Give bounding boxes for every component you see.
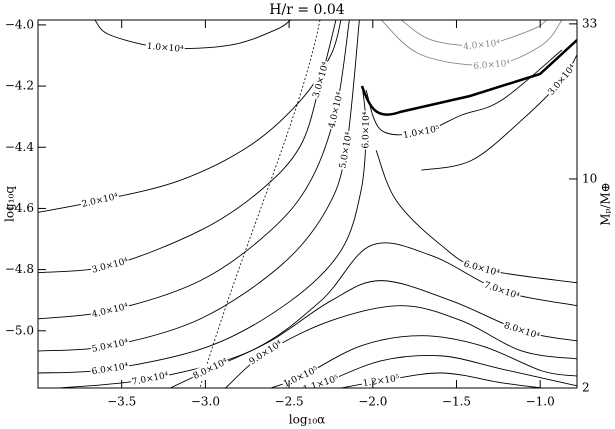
contour-label-group: 1.2×10⁵ [361,372,402,389]
x-tick-label: −1.5 [442,395,471,409]
contour-label-bg [89,336,131,356]
contour-label-bg [129,369,171,388]
contour-label-bg [300,372,342,388]
contour-label-bg [336,130,356,171]
contour-label-group: 1.0×10⁴ [145,40,186,56]
contour-label-bg [461,257,502,280]
y-tick-label: −4.2 [5,79,34,93]
y2-tick-label: 33 [582,16,597,30]
contour-label-group: 6.0×10⁴ [471,57,512,73]
contour-label-bg [401,122,442,142]
contour-label-bg [461,37,502,54]
x-tick-label: −2.5 [275,395,304,409]
contour-line [365,49,563,136]
contour-label-bg [481,278,523,303]
x-tick-label: −3.0 [191,395,220,409]
y2-axis-label: Mₚ/M⊕ [599,182,613,225]
contour-label-bg [544,61,577,99]
contour-label-bg [325,89,347,131]
contour-label-bg [79,190,121,211]
contour-label-bg [190,355,231,383]
contour-label: 6.0×10⁴ [361,111,372,148]
x-tick-label: −3.5 [107,395,136,409]
contour-label-bg [359,110,373,150]
contour-label-bg [89,254,131,277]
contour-label-bg [246,337,286,369]
x-tick-label: −1.0 [526,395,555,409]
y-tick-label: −4.0 [5,17,34,31]
contour-line [375,150,577,284]
chart-title: H/r = 0.04 [269,2,345,18]
dotted-curve [199,20,321,388]
contour-line [94,20,292,49]
contour-label: 4.0×10⁴ [463,39,501,53]
thick-curve [360,39,577,116]
contour-label: 1.0×10⁴ [146,42,184,55]
contour-label-bg [361,372,402,388]
contour-label-group: 4.0×10⁴ [461,37,502,54]
contour-label-group: 6.0×10⁴ [359,110,373,150]
contour-label-bg [145,40,186,56]
contour-label-bg [280,363,321,388]
contour-label-bg [89,300,131,321]
y-tick-label: −5.0 [5,323,34,337]
contour-label-bg [309,59,332,101]
y-tick-label: −4.8 [5,262,34,276]
x-axis-label: log₁₀α [289,413,325,427]
plot-frame [37,19,578,389]
contour-label-group: 6.0×10⁴ [89,360,131,378]
y-tick-label: −4.4 [5,140,35,154]
y-tick-label: −4.6 [5,201,34,215]
y-axis-label: log₁₀q [3,186,17,222]
x-tick-label: −2.0 [358,395,387,409]
contour-label-bg [471,57,512,73]
contour-label: 6.0×10⁴ [473,59,511,72]
contour-label-bg [501,319,543,343]
contour-label-bg [89,360,131,378]
contour-layer: 1.0×10⁴2.0×10⁴3.0×10⁴3.0×10⁴4.0×10⁴4.0×1… [38,20,577,389]
y2-tick-label: 10 [582,171,597,185]
contour-label: 1.2×10⁵ [362,374,400,389]
y2-tick-label: 2 [582,381,590,395]
